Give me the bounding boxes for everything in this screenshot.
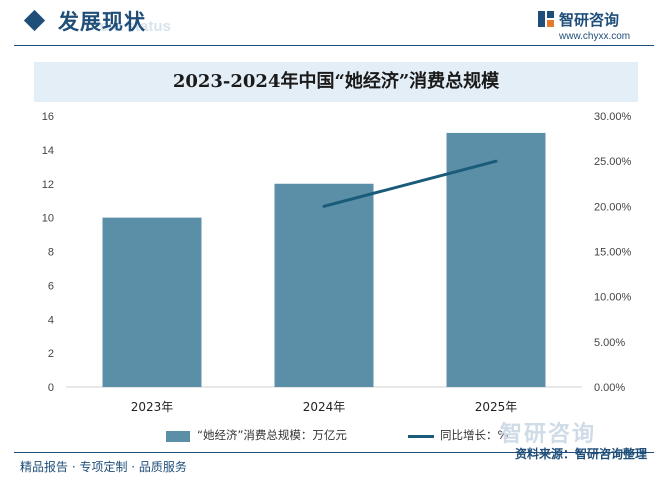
x-category-label: 2023年: [131, 400, 174, 414]
y-left-tick-label: 2: [48, 348, 54, 360]
brand-name: 智研咨询: [559, 11, 620, 29]
y-right-tick-label: 20.00%: [594, 201, 632, 213]
header: ent status 发展现状 智研咨询 www.chyxx.com: [0, 0, 667, 54]
header-divider: [14, 45, 654, 46]
y-right-tick-label: 15.00%: [594, 247, 632, 259]
legend: “她经济”消费总规模：万亿元 同比增长：%: [0, 427, 667, 447]
growth-rate-line: [322, 159, 498, 208]
y-right-tick-label: 0.00%: [594, 382, 625, 394]
bar: [102, 217, 202, 387]
section-title: 发展现状: [58, 10, 146, 34]
title-band: [34, 62, 638, 102]
y-left-tick-label: 16: [42, 111, 54, 123]
brand-url: www.chyxx.com: [559, 31, 631, 42]
y-left-tick-label: 8: [48, 247, 54, 259]
footer-tagline: 精品报告 · 专项定制 · 品质服务: [20, 460, 187, 474]
legend-line-swatch: [408, 435, 434, 438]
brand-logo: 智研咨询 www.chyxx.com: [537, 9, 647, 49]
bar: [274, 183, 374, 387]
y-right-tick-label: 10.00%: [594, 292, 632, 304]
x-category-label: 2025年: [475, 400, 518, 414]
x-category-label: 2024年: [303, 400, 346, 414]
data-source: 资料来源：智研咨询整理: [514, 447, 647, 461]
y-left-tick-label: 4: [48, 314, 54, 326]
y-left-tick-label: 12: [42, 179, 54, 191]
y-left-tick-label: 6: [48, 280, 54, 292]
y-left-tick-label: 0: [48, 382, 54, 394]
y-left-tick-label: 14: [42, 145, 54, 157]
section-subtitle: ent status: [100, 18, 171, 35]
brand-icon: [538, 11, 554, 27]
y-right-tick-label: 25.00%: [594, 156, 632, 168]
watermark-text: 智研咨询: [500, 422, 597, 447]
y-left-tick-label: 10: [42, 213, 54, 225]
footer-divider: [14, 452, 654, 453]
bar: [446, 132, 546, 387]
legend-line-label: 同比增长：%: [440, 428, 509, 442]
legend-bar-swatch: [166, 431, 190, 442]
legend-bar-label: “她经济”消费总规模：万亿元: [197, 428, 347, 442]
y-right-tick-label: 5.00%: [594, 337, 625, 349]
y-right-tick-label: 30.00%: [594, 111, 632, 123]
chart-title: 2023-2024年中国“她经济”消费总规模: [172, 71, 500, 92]
